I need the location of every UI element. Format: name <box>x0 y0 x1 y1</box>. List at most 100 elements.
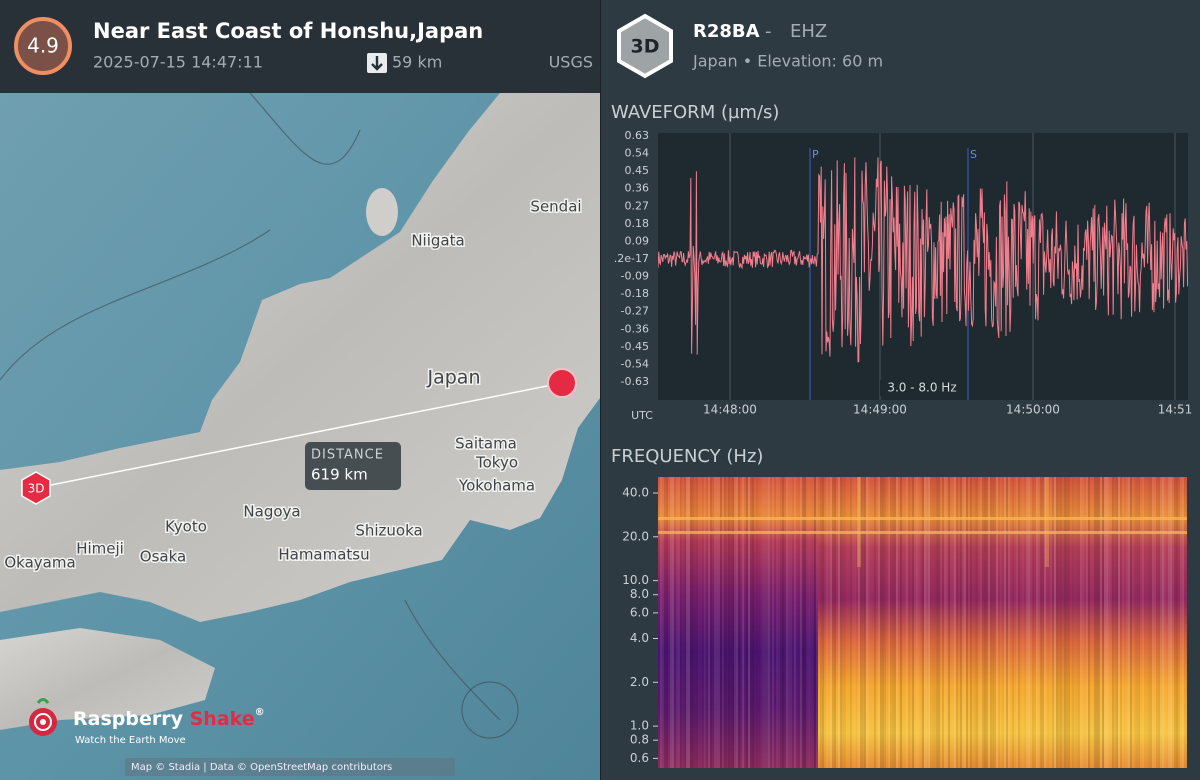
texture-column <box>750 477 752 768</box>
attribution[interactable]: Map © Stadia | Data © OpenStreetMap cont… <box>131 762 392 773</box>
texture-column <box>806 477 808 768</box>
y-tick-label: 0.45 <box>625 164 650 177</box>
attribution-bg <box>125 758 455 776</box>
station-marker[interactable] <box>21 471 51 505</box>
texture-column <box>824 477 826 768</box>
filter-label: 3.0 - 8.0 Hz <box>887 381 956 395</box>
texture-column <box>816 477 818 768</box>
texture-column <box>1126 477 1128 768</box>
x-axis-label: UTC <box>631 409 653 422</box>
texture-column <box>742 477 744 768</box>
y-tick-label: 0.8 <box>630 733 649 747</box>
texture-column <box>1152 477 1154 768</box>
texture-column <box>1042 477 1044 768</box>
texture-column <box>708 477 710 768</box>
texture-column <box>1022 477 1024 768</box>
texture-column <box>736 477 738 768</box>
texture-column <box>860 477 862 768</box>
distance-box <box>305 442 401 490</box>
texture-column <box>962 477 964 768</box>
divider <box>600 0 601 780</box>
place-label: Sendai <box>530 198 581 216</box>
texture-column <box>890 477 892 768</box>
texture-column <box>1102 477 1104 768</box>
logo-text: Raspberry Shake® <box>73 707 265 730</box>
y-tick-label: -0.45 <box>621 340 649 353</box>
y-tick-label: -0.27 <box>621 305 649 318</box>
place-label: Osaka <box>140 548 186 566</box>
texture-column <box>802 477 804 768</box>
texture-column <box>724 477 726 768</box>
texture-column <box>826 477 828 768</box>
place-label: Nagoya <box>243 503 300 521</box>
texture-column <box>1122 477 1124 768</box>
y-tick-label: 0.6 <box>630 751 649 765</box>
texture-column <box>992 477 994 768</box>
texture-column <box>850 477 852 768</box>
texture-column <box>1036 477 1038 768</box>
texture-column <box>772 477 774 768</box>
texture-column <box>1158 477 1160 768</box>
texture-column <box>658 477 660 768</box>
texture-column <box>1108 477 1110 768</box>
y-tick-label: 6.0 <box>630 605 649 619</box>
texture-column <box>1040 477 1042 768</box>
texture-column <box>1092 477 1094 768</box>
texture-column <box>754 477 756 768</box>
texture-column <box>812 477 814 768</box>
station-marker-label: 3D <box>28 482 45 496</box>
texture-column <box>960 477 962 768</box>
texture-column <box>1164 477 1166 768</box>
y-tick-label: 0.63 <box>625 129 650 142</box>
texture-column <box>1132 477 1134 768</box>
texture-column <box>672 477 674 768</box>
channel: EHZ <box>790 21 827 42</box>
texture-column <box>686 477 688 768</box>
texture-column <box>864 477 866 768</box>
texture-column <box>844 477 846 768</box>
texture-column <box>880 477 882 768</box>
texture-column <box>1045 477 1049 567</box>
texture-column <box>822 477 824 768</box>
texture-column <box>914 477 916 768</box>
texture-column <box>1012 477 1014 768</box>
texture-column <box>784 477 786 768</box>
texture-column <box>918 477 920 768</box>
texture-column <box>814 477 816 768</box>
texture-column <box>698 477 700 768</box>
texture-column <box>916 477 918 768</box>
texture-column <box>1104 477 1106 768</box>
texture-column <box>1084 477 1086 768</box>
sado-island <box>366 188 398 236</box>
texture-column <box>1054 477 1056 768</box>
texture-column <box>674 477 676 768</box>
x-tick-label: 14:49:00 <box>853 403 907 417</box>
texture-column <box>738 477 740 768</box>
texture-band <box>658 517 1187 520</box>
texture-column <box>1038 477 1040 768</box>
texture-column <box>760 477 762 768</box>
honshu <box>0 93 600 622</box>
texture-column <box>660 477 662 768</box>
texture-column <box>886 477 888 768</box>
texture-column <box>758 477 760 768</box>
texture-column <box>908 477 910 768</box>
texture-column <box>1096 477 1098 768</box>
texture-column <box>926 477 928 768</box>
epicenter[interactable] <box>547 368 577 398</box>
y-tick-label: 8.0 <box>630 587 649 601</box>
y-tick-label: 2.0 <box>630 675 649 689</box>
texture-column <box>1134 477 1136 768</box>
texture-column <box>1062 477 1064 768</box>
texture-column <box>1118 477 1120 768</box>
texture-column <box>1112 477 1114 768</box>
texture-column <box>838 477 840 768</box>
texture-column <box>1172 477 1174 768</box>
texture-column <box>1000 477 1002 768</box>
place-label: Kyoto <box>165 518 207 536</box>
texture-column <box>950 477 952 768</box>
texture-column <box>1032 477 1034 768</box>
texture-column <box>1064 477 1066 768</box>
texture-column <box>942 477 944 768</box>
